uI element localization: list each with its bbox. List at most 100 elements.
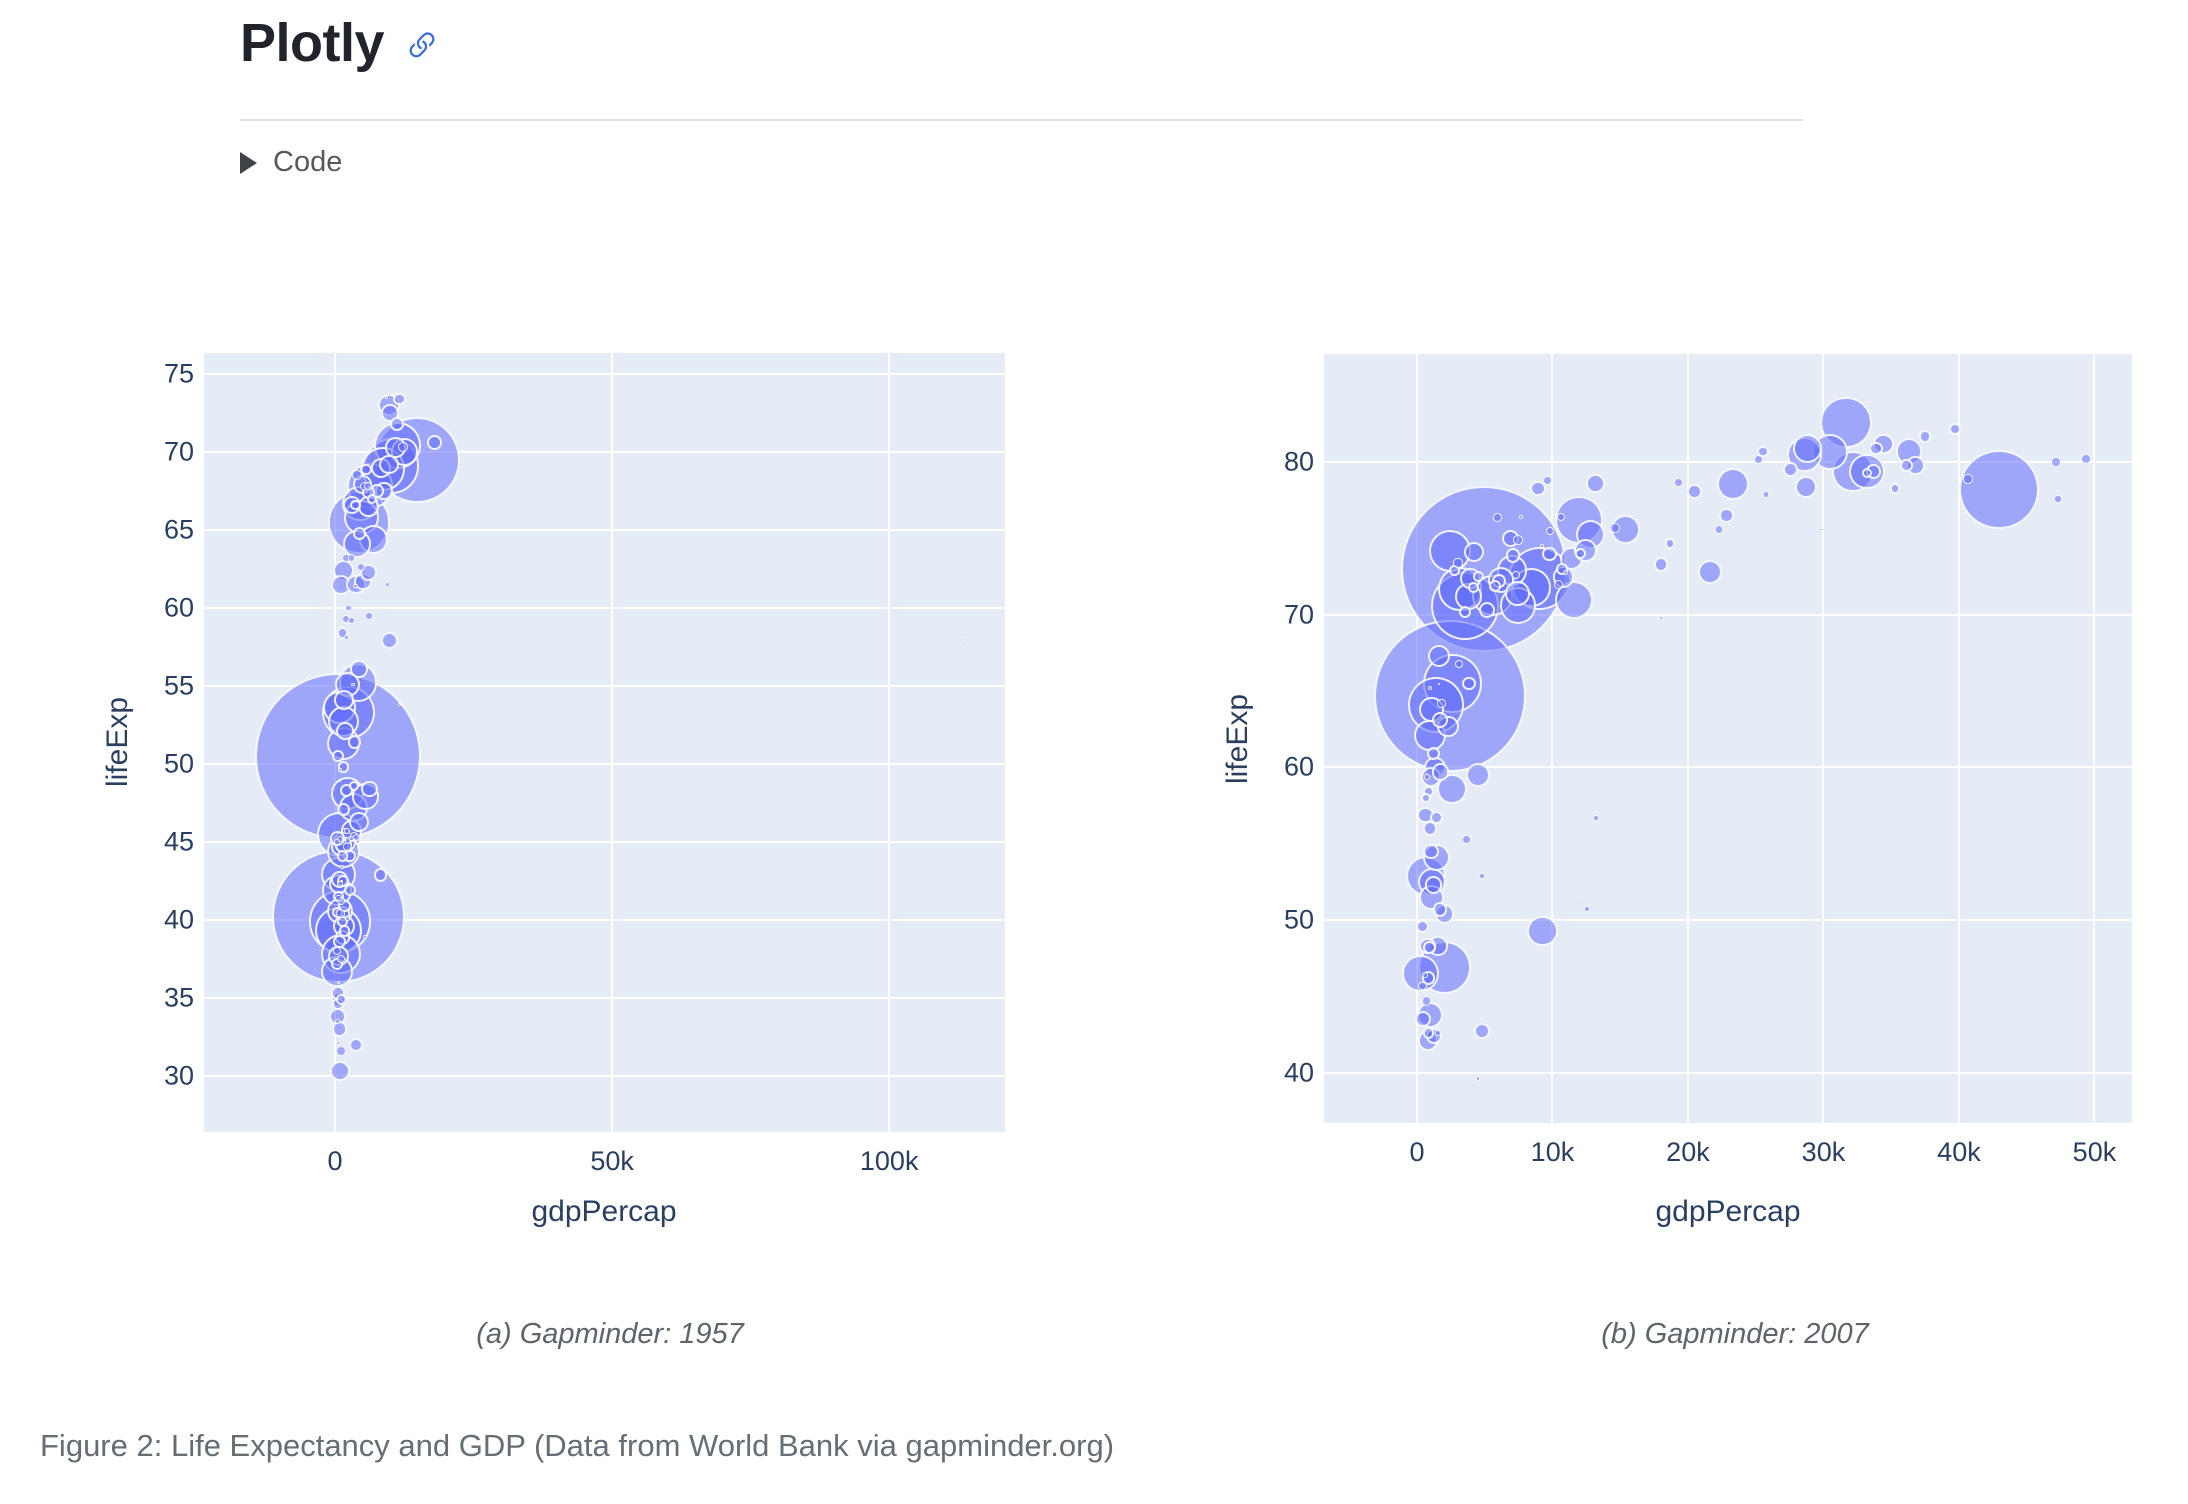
data-point-bubble[interactable] <box>1418 981 1427 990</box>
data-point-bubble[interactable] <box>1899 458 1914 472</box>
data-point-bubble[interactable] <box>349 981 352 984</box>
data-point-bubble[interactable] <box>1473 1023 1490 1040</box>
data-point-bubble[interactable] <box>333 838 340 845</box>
data-point-bubble[interactable] <box>1416 919 1430 933</box>
data-point-bubble[interactable] <box>349 499 361 511</box>
data-point-bubble[interactable] <box>1453 558 1463 568</box>
data-point-bubble[interactable] <box>1889 482 1901 494</box>
data-point-bubble[interactable] <box>344 828 351 834</box>
data-point-bubble[interactable] <box>1505 581 1530 606</box>
data-point-bubble[interactable] <box>1465 763 1490 788</box>
data-point-bubble[interactable] <box>334 1018 340 1024</box>
data-point-bubble[interactable] <box>1782 462 1798 478</box>
data-point-bubble[interactable] <box>329 1061 350 1082</box>
data-point-bubble[interactable] <box>1467 581 1480 594</box>
data-point-bubble[interactable] <box>1674 477 1684 487</box>
data-point-bubble[interactable] <box>1424 773 1431 780</box>
data-point-bubble[interactable] <box>1545 526 1554 536</box>
code-disclosure-toggle[interactable]: Code <box>240 146 342 179</box>
data-point-bubble[interactable] <box>362 934 367 940</box>
data-point-bubble[interactable] <box>1518 515 1523 520</box>
data-point-bubble[interactable] <box>1472 571 1484 583</box>
data-point-bubble[interactable] <box>1423 1027 1435 1039</box>
data-point-bubble[interactable] <box>1463 542 1484 563</box>
data-point-bubble[interactable] <box>2054 495 2062 503</box>
data-point-bubble[interactable] <box>384 396 388 399</box>
data-point-bubble[interactable] <box>357 563 366 572</box>
data-point-bubble[interactable] <box>373 867 388 882</box>
data-point-bubble[interactable] <box>1818 527 1823 532</box>
data-point-bubble[interactable] <box>1664 537 1676 549</box>
data-point-bubble[interactable] <box>1415 1011 1432 1028</box>
data-point-bubble[interactable] <box>338 761 350 773</box>
data-point-bubble[interactable] <box>1488 579 1501 592</box>
data-point-bubble[interactable] <box>1719 508 1734 524</box>
data-point-bubble[interactable] <box>1918 430 1932 443</box>
data-point-bubble[interactable] <box>336 850 349 862</box>
data-point-bubble[interactable] <box>348 811 369 832</box>
data-point-bubble[interactable] <box>1461 834 1471 844</box>
data-point-bubble[interactable] <box>336 627 349 639</box>
data-point-bubble[interactable] <box>361 780 378 798</box>
data-point-bubble[interactable] <box>380 632 398 650</box>
data-point-bubble[interactable] <box>331 749 345 763</box>
data-point-bubble[interactable] <box>1426 747 1440 761</box>
data-point-bubble[interactable] <box>340 864 344 869</box>
data-point-bubble[interactable] <box>338 780 341 783</box>
data-point-bubble[interactable] <box>336 835 344 842</box>
data-point-bubble[interactable] <box>1422 821 1437 836</box>
data-point-bubble[interactable] <box>335 993 347 1005</box>
data-point-bubble[interactable] <box>1658 615 1664 621</box>
data-point-bubble[interactable] <box>426 435 442 451</box>
data-point-bubble[interactable] <box>1437 699 1446 708</box>
data-point-bubble[interactable] <box>340 879 343 883</box>
data-point-bubble[interactable] <box>1437 682 1440 685</box>
data-point-bubble[interactable] <box>352 833 361 841</box>
data-point-bubble[interactable] <box>345 915 350 921</box>
data-point-bubble[interactable] <box>1443 845 1447 849</box>
data-point-bubble[interactable] <box>2080 454 2091 465</box>
data-point-bubble[interactable] <box>1427 645 1450 668</box>
data-point-bubble[interactable] <box>1458 605 1472 619</box>
data-point-bubble[interactable] <box>337 767 343 773</box>
data-point-bubble[interactable] <box>347 735 362 749</box>
data-point-bubble[interactable] <box>1512 535 1523 546</box>
data-point-bubble[interactable] <box>1586 474 1605 493</box>
data-point-bubble[interactable] <box>1478 872 1486 880</box>
data-point-bubble[interactable] <box>351 470 362 481</box>
data-point-bubble[interactable] <box>1574 548 1586 560</box>
data-point-bubble[interactable] <box>1959 450 2039 530</box>
data-point-bubble[interactable] <box>1593 815 1599 821</box>
data-point-bubble[interactable] <box>337 955 345 963</box>
data-point-bubble[interactable] <box>1423 843 1439 860</box>
data-point-bubble[interactable] <box>337 874 350 887</box>
data-point-bubble[interactable] <box>1579 893 1584 898</box>
data-point-bubble[interactable] <box>1698 560 1723 585</box>
data-point-bubble[interactable] <box>348 617 355 624</box>
data-point-bubble[interactable] <box>1584 906 1591 913</box>
data-point-bubble[interactable] <box>1542 546 1557 562</box>
data-point-bubble[interactable] <box>1762 491 1770 498</box>
data-point-bubble[interactable] <box>1530 480 1546 496</box>
data-point-bubble[interactable] <box>353 583 358 589</box>
data-point-bubble[interactable] <box>334 894 342 902</box>
data-point-bubble[interactable] <box>1424 876 1443 894</box>
data-point-bubble[interactable] <box>1868 441 1883 456</box>
data-point-bubble[interactable] <box>1505 548 1521 563</box>
data-point-bubble[interactable] <box>379 454 399 475</box>
data-point-bubble[interactable] <box>1556 513 1565 522</box>
data-point-bubble[interactable] <box>1512 571 1520 580</box>
data-point-bubble[interactable] <box>351 682 356 687</box>
data-point-bubble[interactable] <box>343 635 349 641</box>
data-point-bubble[interactable] <box>1715 525 1724 534</box>
header-anchor-link-icon[interactable] <box>404 28 440 64</box>
data-point-bubble[interactable] <box>345 604 353 612</box>
data-point-bubble[interactable] <box>1431 763 1449 781</box>
data-point-bubble[interactable] <box>331 1021 348 1037</box>
data-point-bubble[interactable] <box>335 909 345 919</box>
data-point-bubble[interactable] <box>1422 940 1437 955</box>
data-point-bubble[interactable] <box>349 1037 364 1052</box>
data-point-bubble[interactable] <box>1653 557 1669 572</box>
data-point-bubble[interactable] <box>1420 792 1431 804</box>
data-point-bubble[interactable] <box>389 416 404 431</box>
